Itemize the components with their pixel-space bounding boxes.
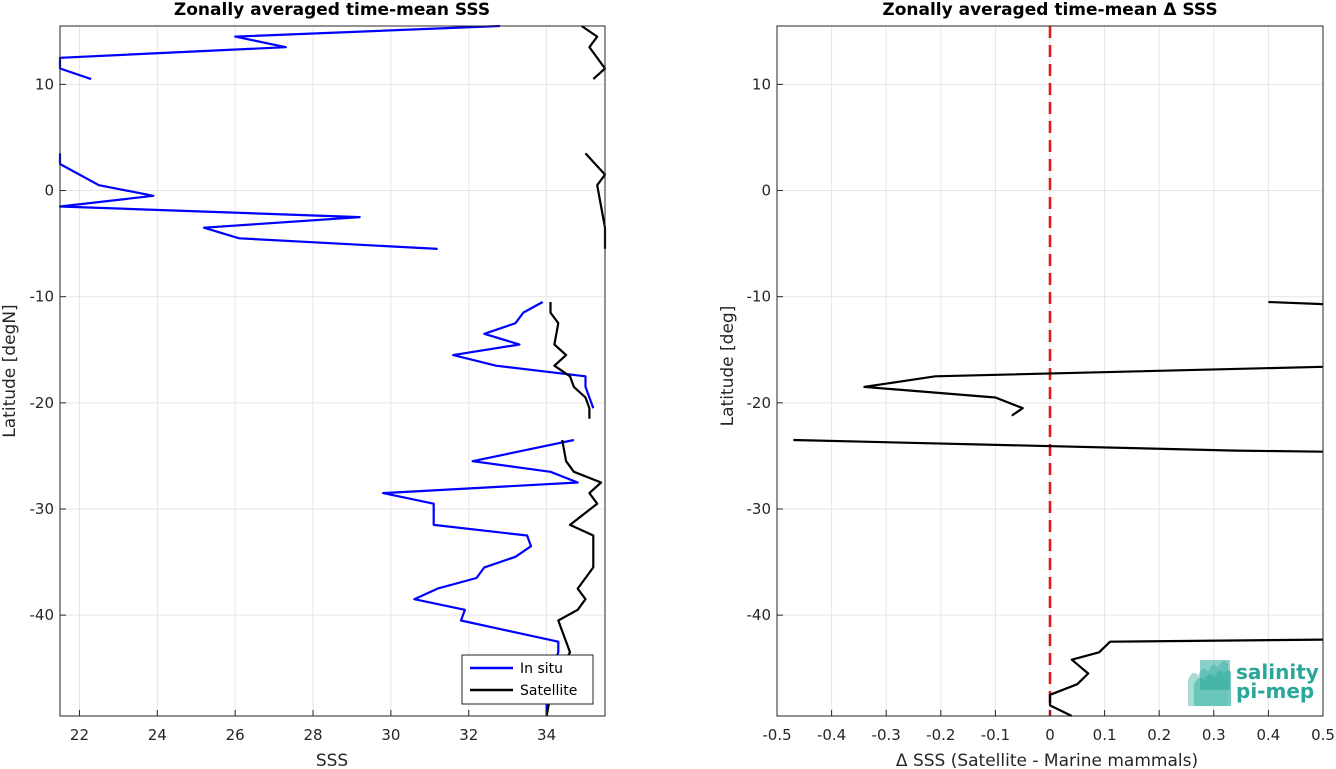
y-tick-label: -30 [747, 500, 772, 518]
x-tick-label: 28 [303, 726, 322, 744]
x-tick-label: 0.1 [1093, 726, 1117, 744]
left-panel: 22 24 26 28 30 32 34 10 0 -10 -20 -30 -40 Zonally av… [0, 0, 607, 769]
in-situ-line-segment-3 [382, 438, 579, 716]
x-tick-label: 24 [148, 726, 167, 744]
x-tick-label: 32 [459, 726, 478, 744]
x-tick-label: 0 [1045, 726, 1055, 744]
right-x-axis-label: Δ SSS (Satellite - Marine mammals) [896, 751, 1198, 769]
left-x-axis-label: SSS [316, 751, 348, 769]
legend-label-in-situ: In situ [520, 661, 563, 677]
salinity-pi-mep-logo: salinity pi-mep [1188, 660, 1319, 706]
y-tick-label: 0 [44, 182, 54, 200]
wave-logo-icon [1188, 660, 1231, 706]
x-tick-label: 30 [381, 726, 400, 744]
left-chart-title: Zonally averaged time-mean SSS [174, 0, 490, 20]
series-0-line-segment-3 [1048, 638, 1324, 717]
y-tick-label: -30 [30, 500, 55, 518]
left-grid [60, 26, 605, 716]
y-tick-label: 10 [752, 75, 771, 93]
x-tick-label: 34 [537, 726, 556, 744]
satellite-line-segment-3 [545, 439, 603, 717]
x-tick-label: 22 [70, 726, 89, 744]
satellite-line-segment-0 [580, 25, 607, 80]
right-y-axis-label: Latitude [deg] [718, 306, 738, 427]
right-plot-frame [776, 25, 1324, 717]
x-tick-label: -0.5 [762, 726, 791, 744]
in-situ-line-segment-0 [58, 24, 500, 81]
left-ticks: 22 24 26 28 30 32 34 10 0 -10 -20 -30 -40 [30, 75, 557, 744]
y-tick-label: -10 [30, 288, 55, 306]
left-y-axis-label: Latitude [degN] [0, 304, 20, 437]
left-plot-frame [59, 25, 606, 717]
satellite-line-segment-2 [549, 302, 591, 419]
y-tick-label: -40 [747, 606, 772, 624]
x-tick-label: 0.4 [1256, 726, 1280, 744]
logo-line-2: pi-mep [1236, 679, 1314, 703]
x-tick-label: -0.4 [817, 726, 846, 744]
y-tick-label: -20 [30, 394, 55, 412]
in-situ-line-segment-2 [452, 301, 595, 409]
in-situ-line-segment-1 [58, 153, 438, 250]
right-chart-title: Zonally averaged time-mean Δ SSS [882, 0, 1217, 20]
legend-label-satellite: Satellite [520, 683, 577, 699]
x-tick-label: 0.5 [1311, 726, 1335, 744]
y-tick-label: -40 [30, 606, 55, 624]
logo-line-1: salinity [1236, 660, 1319, 684]
left-plot-area [59, 25, 606, 717]
right-series [793, 26, 1324, 717]
x-tick-label: 0.2 [1147, 726, 1171, 744]
x-tick-label: 26 [226, 726, 245, 744]
series-0-line-segment-2 [793, 438, 1324, 453]
left-series [58, 24, 607, 717]
x-tick-label: -0.1 [981, 726, 1010, 744]
x-tick-label: -0.3 [872, 726, 901, 744]
series-0-line-segment-1 [863, 365, 1324, 417]
right-panel: -0.5 -0.4 -0.3 -0.2 -0.1 0 0.1 0.2 0.3 0.4 0.5 10 0 -… [718, 0, 1335, 769]
y-tick-label: 10 [35, 75, 54, 93]
x-tick-label: -0.2 [926, 726, 955, 744]
y-tick-label: 0 [761, 182, 771, 200]
legend-box [461, 654, 594, 705]
y-tick-label: -10 [747, 288, 772, 306]
x-tick-label: 0.3 [1202, 726, 1226, 744]
right-ticks: -0.5 -0.4 -0.3 -0.2 -0.1 0 0.1 0.2 0.3 0.4 0.5 10 0 -… [747, 75, 1335, 744]
y-tick-label: -20 [747, 394, 772, 412]
series-0-line-segment-0 [1268, 300, 1324, 306]
legend: In situ Satellite [461, 654, 594, 705]
